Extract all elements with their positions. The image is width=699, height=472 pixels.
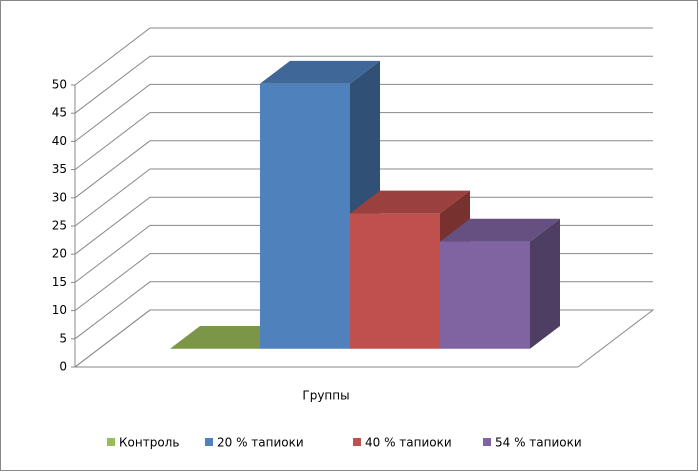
y-tick-label: 10 bbox=[52, 303, 67, 317]
y-tick-label: 50 bbox=[52, 78, 67, 92]
grid-line bbox=[74, 168, 653, 227]
grid-line bbox=[74, 196, 653, 255]
bar-top bbox=[260, 60, 380, 84]
legend-swatch bbox=[353, 438, 361, 446]
bar bbox=[350, 213, 440, 349]
legend-swatch bbox=[483, 438, 491, 446]
bar-side bbox=[530, 218, 560, 349]
bar-top bbox=[440, 218, 560, 242]
y-tick-label: 20 bbox=[52, 247, 67, 261]
bar bbox=[440, 241, 530, 349]
legend-swatch bbox=[205, 438, 213, 446]
y-tick-label: 35 bbox=[52, 162, 67, 176]
y-tick-label: 5 bbox=[59, 331, 67, 345]
legend-swatch bbox=[107, 438, 115, 446]
grid-line bbox=[74, 55, 653, 114]
bar bbox=[260, 83, 350, 349]
x-tick-label: Группы bbox=[302, 389, 349, 403]
grid-line bbox=[74, 112, 653, 170]
legend-label: 54 % тапиоки bbox=[495, 436, 582, 450]
y-tick-label: 15 bbox=[52, 275, 67, 289]
legend-label: 20 % тапиоки bbox=[217, 436, 304, 450]
y-tick-label: 30 bbox=[52, 190, 67, 204]
y-tick-label: 0 bbox=[59, 360, 67, 374]
grid-line bbox=[74, 140, 653, 199]
grid-line bbox=[74, 83, 653, 142]
legend-label: Контроль bbox=[119, 436, 179, 450]
y-tick-label: 40 bbox=[52, 134, 67, 148]
legend-label: 40 % тапиоки bbox=[365, 436, 452, 450]
bar-top bbox=[350, 190, 470, 214]
grid-line bbox=[74, 27, 653, 86]
y-tick-label: 45 bbox=[52, 106, 67, 120]
y-tick-label: 25 bbox=[52, 219, 67, 233]
